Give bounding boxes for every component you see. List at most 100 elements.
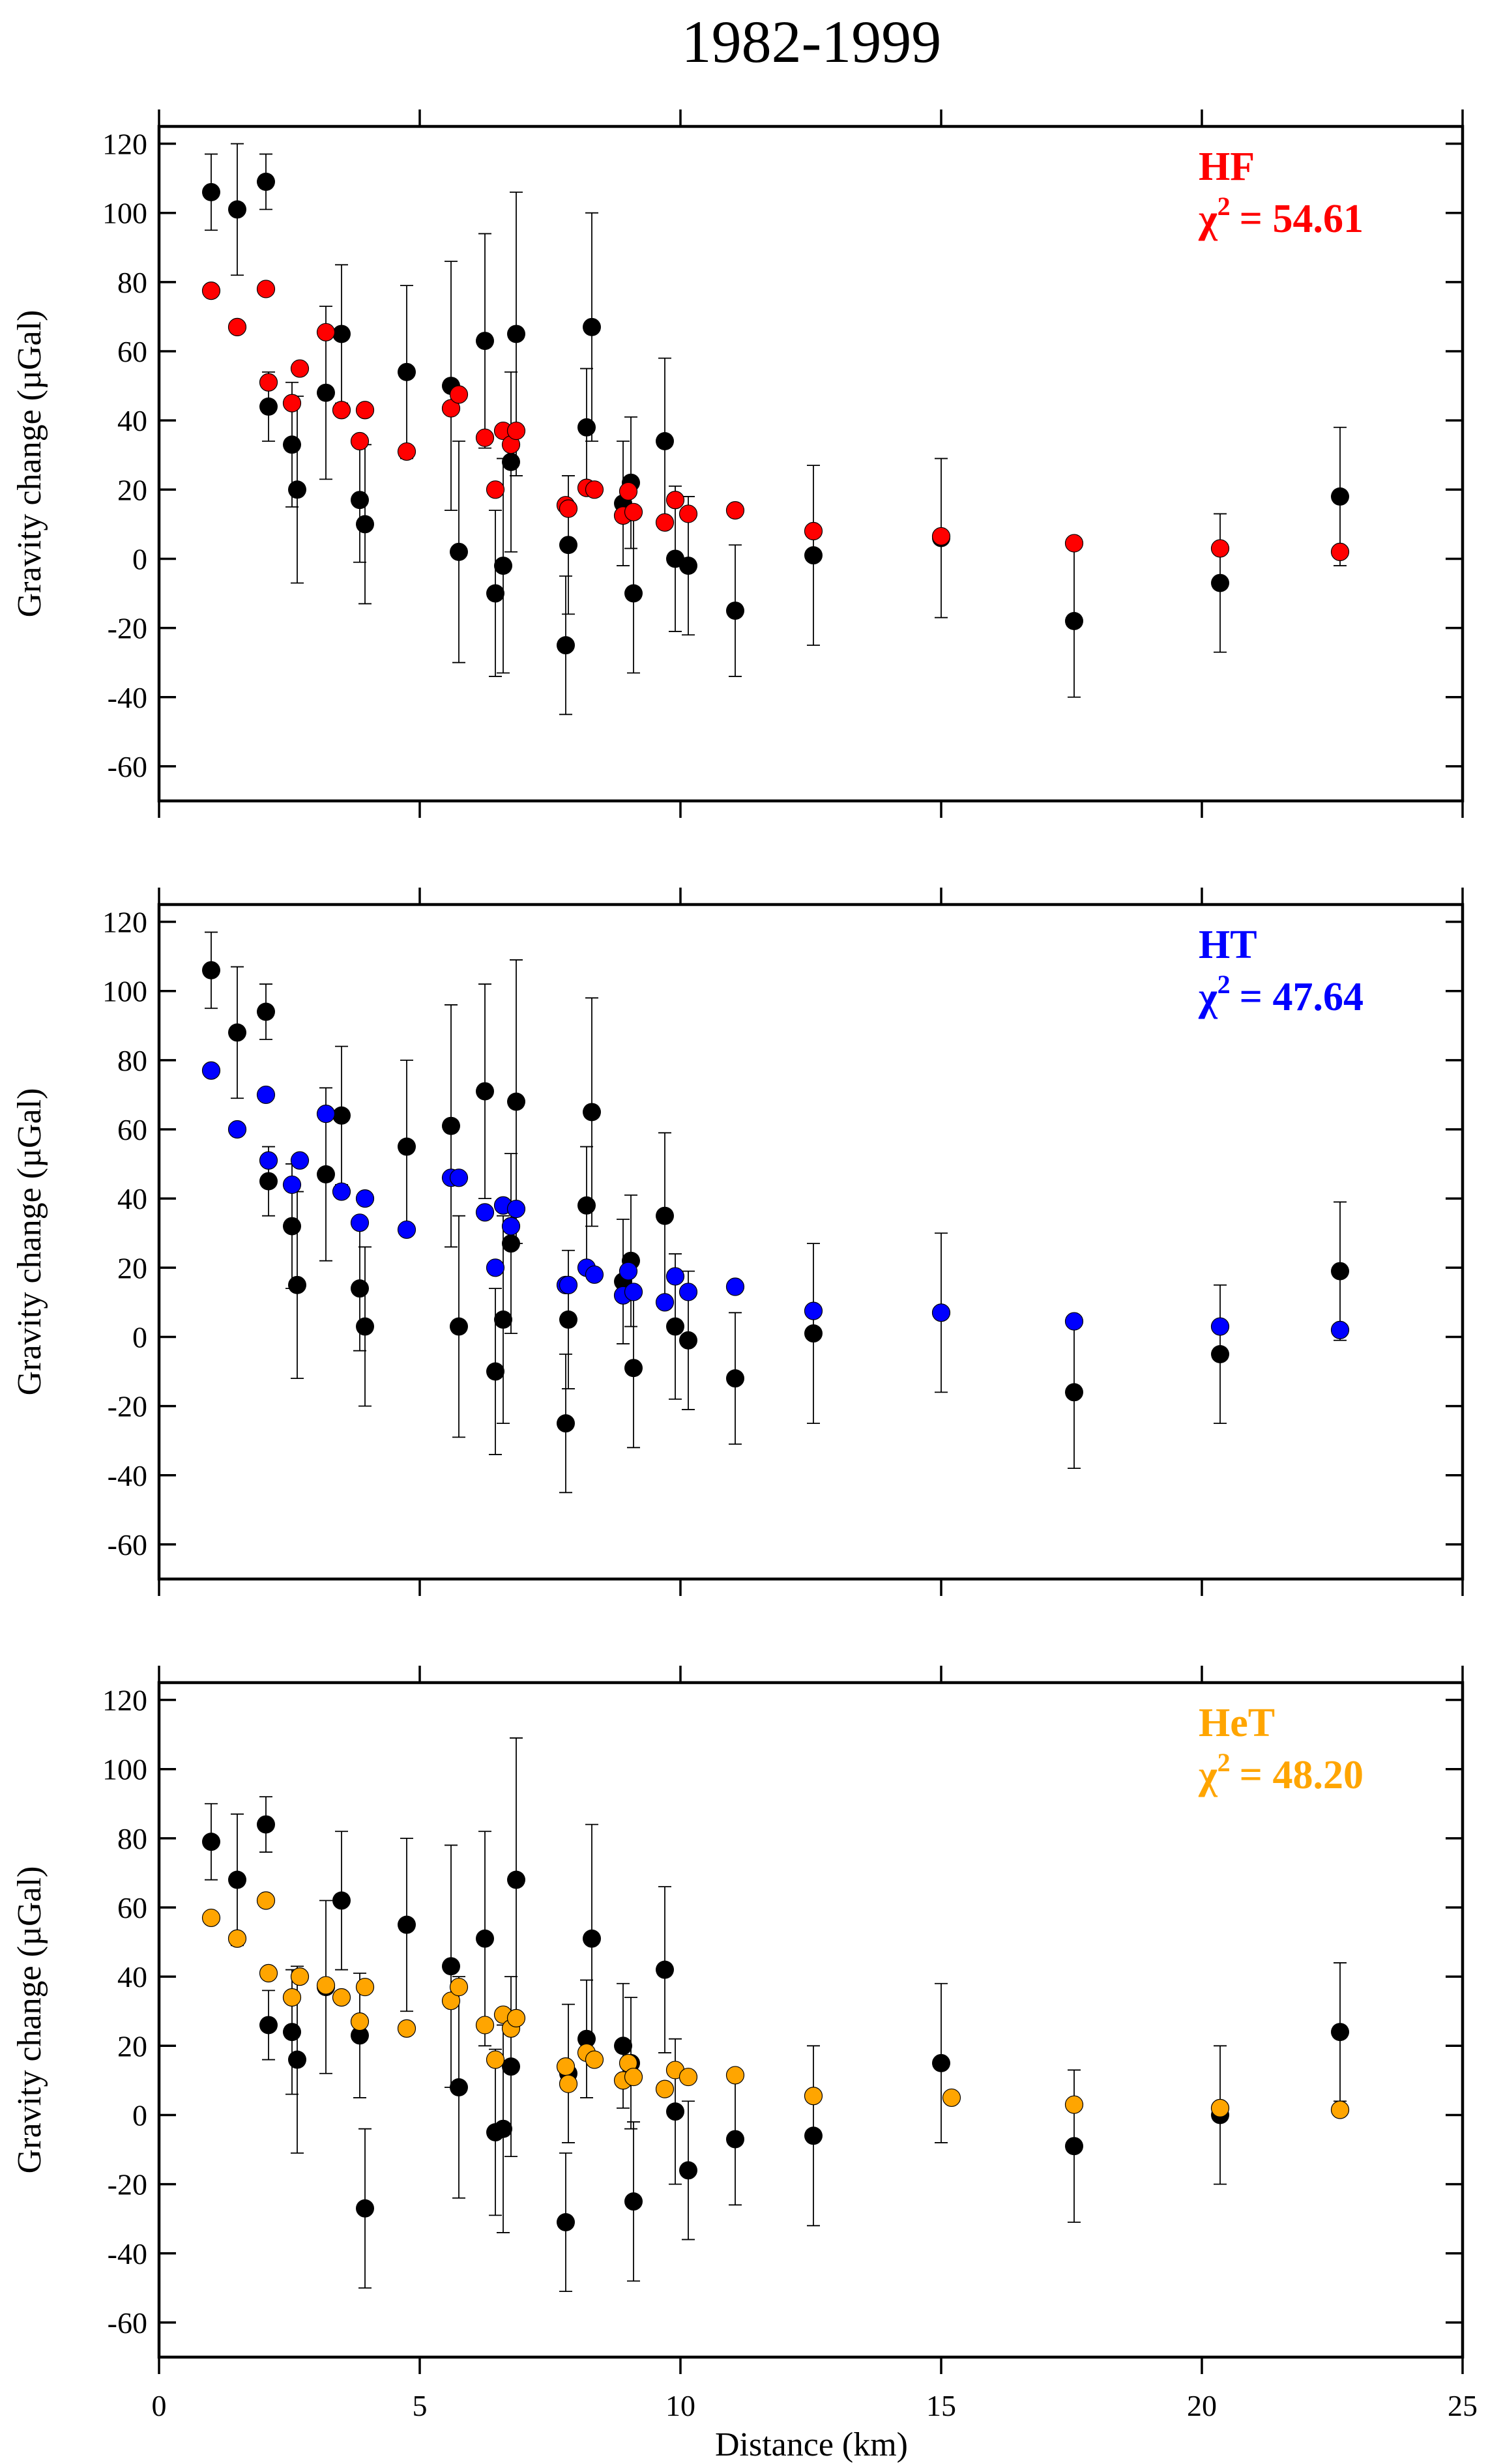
x-axis-title: Distance (km) bbox=[715, 2426, 908, 2463]
y-tick-label: -40 bbox=[108, 2237, 147, 2270]
observed-point bbox=[557, 2213, 575, 2231]
observed-point bbox=[804, 546, 823, 565]
model-point bbox=[397, 1220, 416, 1239]
observed-point bbox=[351, 1279, 369, 1298]
model-point bbox=[678, 1283, 698, 1301]
x-tick-label: 5 bbox=[413, 2389, 428, 2422]
model-point bbox=[290, 1967, 310, 1986]
observed-point bbox=[577, 418, 596, 437]
observed-point bbox=[283, 2023, 301, 2042]
observed-point bbox=[1065, 2137, 1083, 2156]
plot-frame bbox=[157, 903, 1465, 1581]
model-point bbox=[501, 1217, 521, 1236]
model-point bbox=[256, 1085, 276, 1105]
observed-point bbox=[494, 2119, 512, 2138]
model-point bbox=[282, 394, 302, 413]
observed-point bbox=[332, 325, 351, 343]
observed-series bbox=[202, 143, 1349, 716]
y-tick-label: -20 bbox=[108, 612, 147, 645]
model-point bbox=[441, 399, 461, 418]
model-point bbox=[355, 1977, 375, 1997]
legend-chi-square: χ2 = 54.61 bbox=[1198, 192, 1364, 241]
legend-chi-superscript: 2 bbox=[1218, 1748, 1231, 1777]
observed-point bbox=[559, 1310, 577, 1329]
model-point bbox=[350, 2012, 370, 2031]
observed-point bbox=[666, 2102, 684, 2121]
observed-point bbox=[442, 1116, 460, 1135]
panel-top: -60 -40 -20 0 20 40 60 80 100 120 Gravity change (… bbox=[11, 109, 1465, 818]
model-point bbox=[655, 2080, 675, 2098]
observed-point bbox=[1331, 2023, 1349, 2042]
y-tick-label: -60 bbox=[108, 1528, 147, 1561]
observed-point bbox=[288, 480, 306, 499]
observed-point bbox=[398, 1915, 416, 1934]
model-point bbox=[559, 2074, 578, 2093]
y-axis-title: Gravity change (µGal) bbox=[11, 1866, 48, 2174]
y-tick-label: -20 bbox=[108, 1390, 147, 1423]
y-tick-label: 0 bbox=[132, 542, 147, 575]
x-tick-label: 25 bbox=[1448, 2389, 1478, 2422]
observed-point bbox=[283, 435, 301, 454]
y-tick-label: 100 bbox=[102, 975, 147, 1008]
y-axis-title: Gravity change (µGal) bbox=[11, 310, 48, 618]
model-point bbox=[624, 1283, 643, 1301]
y-tick-label: 120 bbox=[102, 1684, 147, 1717]
observed-point bbox=[726, 1369, 744, 1388]
model-point bbox=[332, 1182, 351, 1201]
model-point bbox=[316, 323, 336, 341]
y-tick-label: 100 bbox=[102, 197, 147, 230]
model-point bbox=[619, 482, 638, 501]
model-point bbox=[678, 2067, 698, 2087]
model-point bbox=[1330, 2100, 1350, 2119]
legend-chi-superscript: 2 bbox=[1218, 970, 1231, 999]
observed-point bbox=[288, 2050, 306, 2069]
model-point bbox=[725, 2066, 745, 2085]
model-point bbox=[290, 1151, 310, 1170]
observed-point bbox=[624, 2192, 643, 2211]
model-point bbox=[1210, 539, 1230, 558]
model-point bbox=[282, 1175, 302, 1195]
model-point bbox=[316, 1105, 336, 1123]
x-tick-label: 0 bbox=[152, 2389, 167, 2422]
model-point bbox=[227, 1120, 247, 1139]
model-point bbox=[1330, 1320, 1350, 1339]
model-point bbox=[449, 1977, 469, 1997]
model-point bbox=[350, 1213, 370, 1232]
y-tick-label: -40 bbox=[108, 681, 147, 714]
y-tick-label: -60 bbox=[108, 750, 147, 783]
model-series bbox=[201, 280, 1350, 561]
model-point bbox=[259, 1151, 278, 1170]
y-tick-label: 40 bbox=[117, 1182, 147, 1215]
model-point bbox=[1210, 2098, 1230, 2117]
model-point bbox=[559, 499, 578, 518]
observed-point bbox=[317, 383, 335, 402]
model-point bbox=[486, 2050, 505, 2069]
model-point bbox=[227, 317, 247, 336]
observed-point bbox=[486, 584, 504, 603]
model-point bbox=[259, 1964, 278, 1982]
observed-point bbox=[476, 1929, 494, 1948]
observed-point bbox=[398, 362, 416, 381]
model-point bbox=[725, 1277, 745, 1296]
model-point bbox=[506, 1199, 526, 1219]
model-point bbox=[624, 2067, 643, 2087]
observed-point bbox=[1065, 1383, 1083, 1402]
observed-point bbox=[450, 2078, 468, 2096]
y-tick-label: 20 bbox=[117, 2029, 147, 2063]
y-tick-label: 0 bbox=[132, 2098, 147, 2132]
model-point bbox=[506, 2008, 526, 2027]
observed-point bbox=[228, 200, 246, 219]
legend-model-label: HT bbox=[1199, 923, 1257, 967]
model-point bbox=[256, 280, 276, 298]
model-series bbox=[201, 1061, 1350, 1339]
legend-chi-value: = 54.61 bbox=[1240, 197, 1364, 241]
observed-point bbox=[356, 1317, 374, 1336]
model-point bbox=[804, 2087, 823, 2106]
model-point bbox=[475, 2016, 495, 2035]
observed-point bbox=[502, 452, 520, 471]
model-point bbox=[475, 1203, 495, 1222]
observed-point bbox=[317, 1165, 335, 1183]
legend-chi-square: χ2 = 48.20 bbox=[1198, 1748, 1364, 1797]
model-point bbox=[725, 501, 745, 520]
